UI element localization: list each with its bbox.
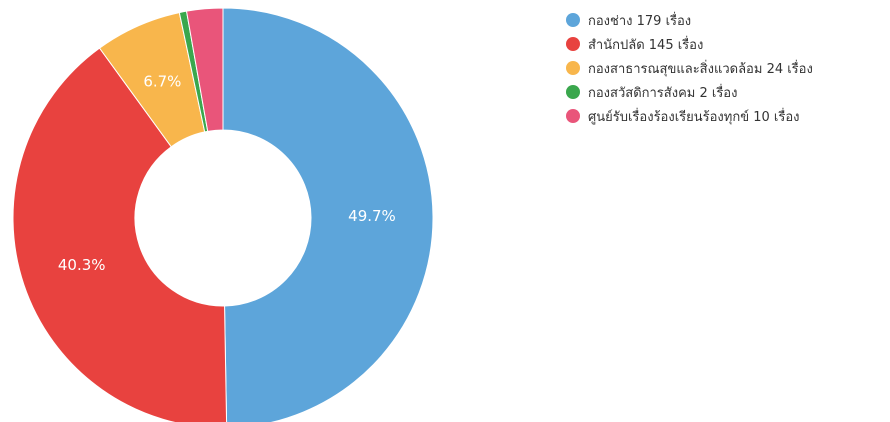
legend-item[interactable]: กองสวัสดิการสังคม 2 เรื่อง [566, 80, 813, 104]
legend-label: กองช่าง 179 เรื่อง [588, 13, 692, 29]
legend-label: กองสวัสดิการสังคม 2 เรื่อง [588, 85, 738, 101]
donut-slice[interactable] [12, 47, 228, 422]
legend-item[interactable]: กองช่าง 179 เรื่อง [566, 8, 813, 32]
legend-label: ศูนย์รับเรื่องร้องเรียนร้องทุกข์ 10 เรื่… [588, 109, 800, 125]
slice-data-label: 49.7% [348, 207, 396, 225]
legend-swatch [566, 13, 580, 27]
legend-swatch [566, 109, 580, 123]
donut-slice[interactable] [185, 7, 224, 132]
chart-legend: กองช่าง 179 เรื่อง สำนักปลัด 145 เรื่อง … [566, 8, 813, 128]
legend-item[interactable]: ศูนย์รับเรื่องร้องเรียนร้องทุกข์ 10 เรื่… [566, 104, 813, 128]
legend-label: สำนักปลัด 145 เรื่อง [588, 37, 704, 53]
legend-item[interactable]: กองสาธารณสุขและสิ่งแวดล้อม 24 เรื่อง [566, 56, 813, 80]
slice-data-label: 40.3% [58, 256, 106, 274]
donut-slice[interactable] [222, 7, 434, 422]
legend-item[interactable]: สำนักปลัด 145 เรื่อง [566, 32, 813, 56]
legend-swatch [566, 85, 580, 99]
legend-swatch [566, 61, 580, 75]
legend-label: กองสาธารณสุขและสิ่งแวดล้อม 24 เรื่อง [588, 61, 813, 77]
legend-swatch [566, 37, 580, 51]
slice-data-label: 6.7% [143, 72, 181, 90]
